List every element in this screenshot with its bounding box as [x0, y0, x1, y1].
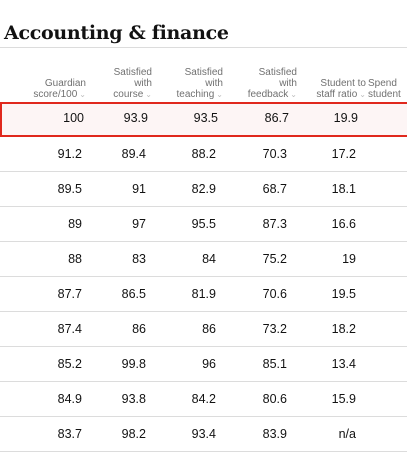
cell-satisfied-teaching: 86 — [202, 322, 216, 336]
cell-guardian-score: 87.4 — [57, 322, 82, 336]
cell-student-staff-ratio: 17.2 — [331, 147, 356, 161]
cell-satisfied-course: 99.8 — [121, 357, 146, 371]
cell-satisfied-course: 83 — [132, 252, 146, 266]
cell-guardian-score: 85.2 — [57, 357, 82, 371]
header-line: with — [279, 78, 297, 89]
cell-satisfied-feedback: 87.3 — [262, 217, 287, 231]
cell-satisfied-course: 89.4 — [121, 147, 146, 161]
table-row[interactable]: 91.2 89.4 88.2 70.3 17.2 — [0, 137, 407, 172]
sort-chevron-icon[interactable]: ⌄ — [216, 90, 223, 99]
cell-satisfied-feedback: 68.7 — [262, 182, 287, 196]
table-row[interactable]: 83.7 98.2 93.4 83.9 n/a — [0, 417, 407, 452]
cell-student-staff-ratio: 19 — [342, 252, 356, 266]
header-line: Guardian — [44, 78, 86, 89]
cell-satisfied-course: 93.8 — [121, 392, 146, 406]
cell-satisfied-course: 97 — [132, 217, 146, 231]
cell-student-staff-ratio: 16.6 — [331, 217, 356, 231]
cell-satisfied-feedback: 83.9 — [262, 427, 287, 441]
cell-satisfied-feedback: 80.6 — [262, 392, 287, 406]
column-header-spend-per-student[interactable]: Spend student — [368, 62, 407, 102]
sort-chevron-icon[interactable]: ⌄ — [359, 90, 366, 99]
header-line: teaching — [176, 89, 215, 100]
header-line: Student to — [320, 78, 366, 89]
cell-satisfied-teaching: 82.9 — [191, 182, 216, 196]
cell-satisfied-feedback: 86.7 — [264, 110, 289, 125]
table-row[interactable]: 87.4 86 86 73.2 18.2 — [0, 312, 407, 347]
cell-satisfied-course: 93.9 — [123, 110, 148, 125]
cell-student-staff-ratio: 13.4 — [331, 357, 356, 371]
cell-satisfied-feedback: 75.2 — [262, 252, 287, 266]
header-line: student — [368, 89, 401, 100]
table-row[interactable]: 89.5 91 82.9 68.7 18.1 — [0, 172, 407, 207]
table-row[interactable]: 89 97 95.5 87.3 16.6 — [0, 207, 407, 242]
header-line: with — [205, 78, 223, 89]
cell-satisfied-teaching: 81.9 — [191, 287, 216, 301]
sort-chevron-icon[interactable]: ⌄ — [145, 90, 152, 99]
cell-satisfied-teaching: 88.2 — [191, 147, 216, 161]
header-line: Satisfied — [184, 67, 223, 78]
cell-satisfied-feedback: 85.1 — [262, 357, 287, 371]
cell-guardian-score: 88 — [68, 252, 82, 266]
header-line: staff ratio — [316, 89, 358, 100]
cell-guardian-score: 84.9 — [57, 392, 82, 406]
cell-guardian-score: 91.2 — [57, 147, 82, 161]
table-row[interactable]: 84.9 93.8 84.2 80.6 15.9 — [0, 382, 407, 417]
column-header-satisfied-course[interactable]: Satisfied with course ⌄ — [88, 62, 152, 102]
cell-satisfied-feedback: 70.3 — [262, 147, 287, 161]
cell-student-staff-ratio: 18.2 — [331, 322, 356, 336]
title-divider — [0, 47, 407, 48]
cell-satisfied-teaching: 93.4 — [191, 427, 216, 441]
cell-satisfied-teaching: 96 — [202, 357, 216, 371]
header-line: with — [134, 78, 152, 89]
cell-student-staff-ratio: 18.1 — [331, 182, 356, 196]
table-body: 100 93.9 93.5 86.7 19.9 91.2 89.4 88.2 7… — [0, 102, 407, 452]
table-row[interactable]: 87.7 86.5 81.9 70.6 19.5 — [0, 277, 407, 312]
cell-student-staff-ratio: 19.9 — [333, 110, 358, 125]
column-header-satisfied-teaching[interactable]: Satisfied with teaching ⌄ — [152, 62, 223, 102]
cell-satisfied-course: 91 — [132, 182, 146, 196]
header-line: score/100 — [33, 89, 78, 100]
cell-guardian-score: 89.5 — [57, 182, 82, 196]
table-header: Guardian score/100 ⌄ Satisfied with cours… — [0, 62, 407, 102]
cell-satisfied-teaching: 84.2 — [191, 392, 216, 406]
table-row[interactable]: 88 83 84 75.2 19 — [0, 242, 407, 277]
cell-student-staff-ratio: 15.9 — [331, 392, 356, 406]
cell-student-staff-ratio: 19.5 — [331, 287, 356, 301]
cell-satisfied-teaching: 95.5 — [191, 217, 216, 231]
column-header-satisfied-feedback[interactable]: Satisfied with feedback ⌄ — [225, 62, 297, 102]
cell-satisfied-feedback: 70.6 — [262, 287, 287, 301]
cell-satisfied-course: 98.2 — [121, 427, 146, 441]
cell-satisfied-feedback: 73.2 — [262, 322, 287, 336]
header-line: feedback — [247, 89, 289, 100]
cell-guardian-score: 89 — [68, 217, 82, 231]
column-header-student-staff-ratio[interactable]: Student to staff ratio ⌄ — [298, 62, 366, 102]
cell-satisfied-teaching: 84 — [202, 252, 216, 266]
sort-chevron-icon[interactable]: ⌄ — [290, 90, 297, 99]
cell-student-staff-ratio: n/a — [338, 427, 356, 441]
cell-satisfied-course: 86 — [132, 322, 146, 336]
table-row[interactable]: 100 93.9 93.5 86.7 19.9 — [0, 102, 407, 137]
cell-guardian-score: 83.7 — [57, 427, 82, 441]
header-line: course — [113, 89, 144, 100]
table-row[interactable]: 85.2 99.8 96 85.1 13.4 — [0, 347, 407, 382]
header-line: Satisfied — [113, 67, 152, 78]
column-header-guardian-score[interactable]: Guardian score/100 ⌄ — [10, 62, 86, 102]
table-title: Accounting & finance — [4, 22, 229, 44]
header-line: Satisfied — [258, 67, 297, 78]
cell-guardian-score: 100 — [63, 110, 84, 125]
cell-satisfied-course: 86.5 — [121, 287, 146, 301]
sort-chevron-icon[interactable]: ⌄ — [79, 90, 86, 99]
cell-satisfied-teaching: 93.5 — [193, 110, 218, 125]
cell-guardian-score: 87.7 — [57, 287, 82, 301]
header-line: Spend — [368, 78, 397, 89]
